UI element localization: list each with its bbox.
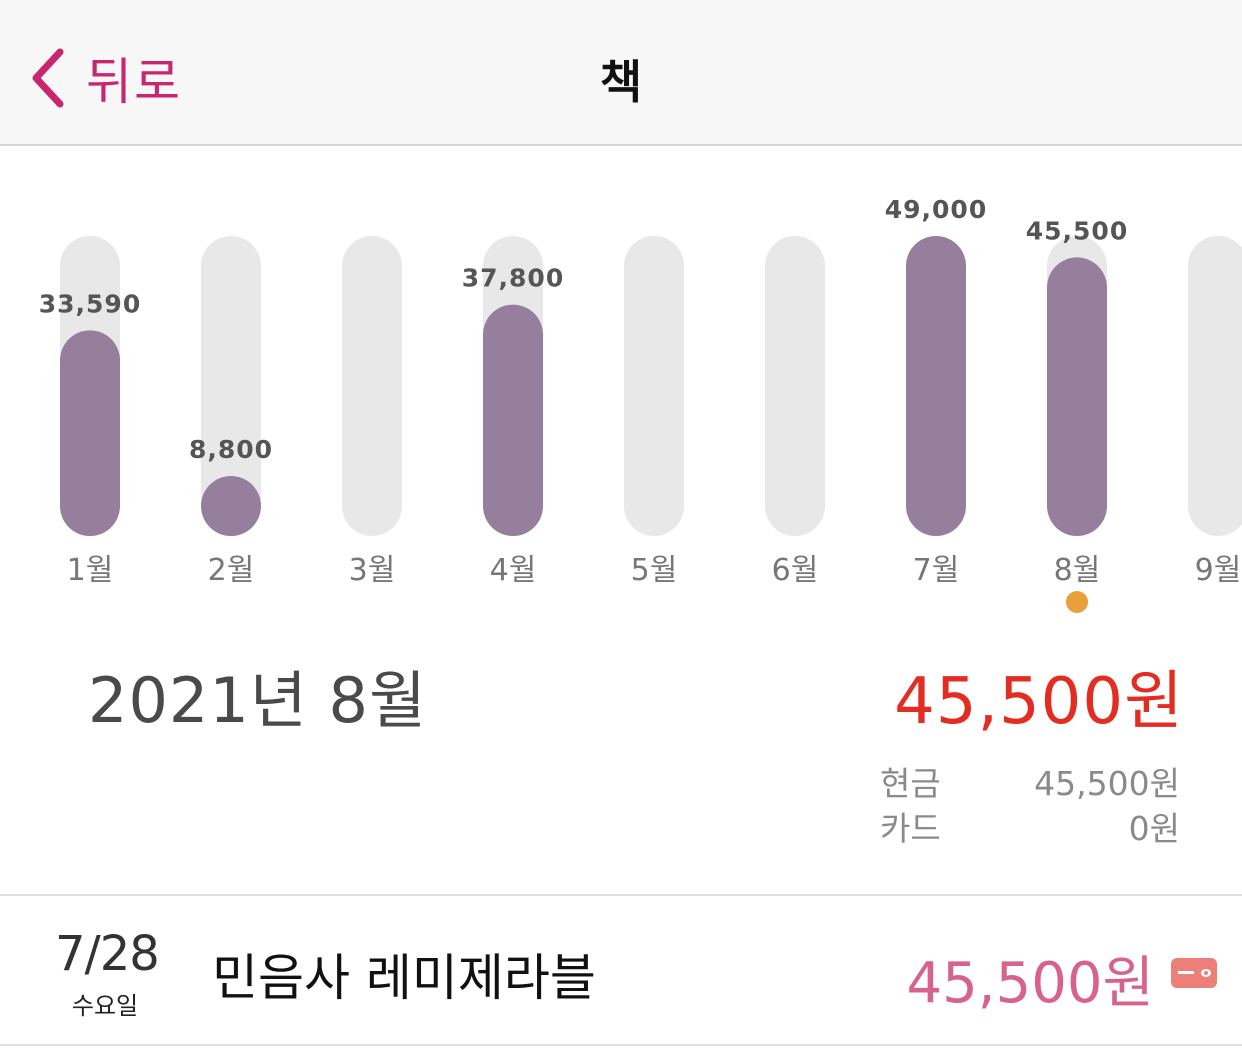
selected-month-label: 2021년 8월 <box>88 664 428 737</box>
card-icon <box>1171 958 1217 988</box>
breakdown-value: 0원 <box>1128 809 1180 848</box>
bar-value-label: 49,000 <box>885 195 987 224</box>
chevron-left-icon <box>32 48 64 108</box>
breakdown-value: 45,500원 <box>1034 764 1180 803</box>
bar <box>60 330 120 536</box>
bar-track <box>624 236 684 536</box>
bar-track <box>765 236 825 536</box>
bar <box>906 236 966 536</box>
transaction-date: 7/28 <box>55 926 160 982</box>
bar-value-label: 33,590 <box>39 289 141 318</box>
breakdown-label: 카드 <box>880 809 941 848</box>
breakdown-label: 현금 <box>880 764 941 803</box>
divider <box>0 1044 1242 1046</box>
bar <box>201 476 261 536</box>
transaction-title: 민음사 레미제라블 <box>212 949 596 1007</box>
bar-value-label: 45,500 <box>1026 216 1128 245</box>
nav-bar: 뒤로 책 <box>0 0 1242 146</box>
x-tick-label: 9월 <box>1195 553 1242 588</box>
x-tick-label: 7월 <box>913 553 960 588</box>
back-button[interactable]: 뒤로 <box>30 38 182 118</box>
page-title: 책 <box>599 55 643 109</box>
x-tick-label: 6월 <box>772 553 819 588</box>
selected-month-dot <box>1066 591 1088 613</box>
transaction-row[interactable]: 7/28 수요일 민음사 레미제라블 45,500원 <box>0 898 1242 1044</box>
x-tick-label: 2월 <box>208 553 255 588</box>
x-tick-label: 5월 <box>631 553 678 588</box>
bar-track <box>201 236 261 536</box>
x-tick-label: 1월 <box>67 553 114 588</box>
bar-track <box>342 236 402 536</box>
transaction-amount: 45,500원 <box>906 951 1154 1016</box>
x-tick-label: 3월 <box>349 553 396 588</box>
bar-value-label: 37,800 <box>462 264 564 293</box>
x-tick-label: 4월 <box>490 553 537 588</box>
bar <box>1047 257 1107 536</box>
divider <box>0 894 1242 896</box>
transaction-weekday: 수요일 <box>71 992 139 1020</box>
bar <box>483 304 543 536</box>
bar-value-label: 8,800 <box>189 435 273 464</box>
bar-track <box>1188 236 1242 536</box>
monthly-spending-chart: 33,590 1월 8,800 2월 3월 37,800 4월 5월 6월 49,000 7월 45,… <box>39 195 1242 613</box>
back-label: 뒤로 <box>86 53 182 111</box>
month-total-amount: 45,500원 <box>894 665 1184 739</box>
x-tick-label: 8월 <box>1054 553 1101 588</box>
